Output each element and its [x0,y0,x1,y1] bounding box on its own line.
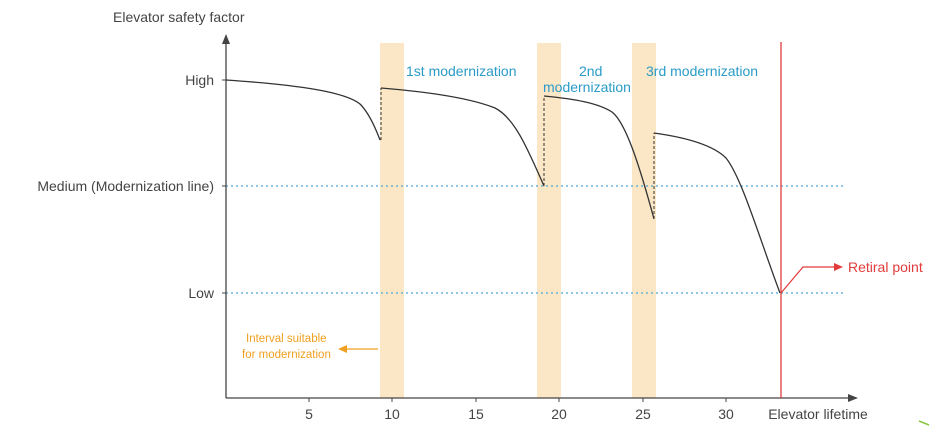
x-tick-label-25: 25 [635,406,651,422]
retiral-pointer [780,266,836,294]
retiral-arrow-icon [834,263,843,271]
high-label: High [185,72,214,88]
modernization-interval-band-3 [632,43,656,398]
interval-note-line2: for modernization [242,349,331,361]
retiral-point-label: Retiral point [848,259,923,275]
third-modernization-label: 3rd modernization [646,63,758,79]
modernization-interval-band-1 [380,43,404,398]
y-axis-arrow-icon [222,34,230,44]
safety-curve-segment-3 [543,95,655,220]
first-modernization-label: 1st modernization [406,63,517,79]
x-axis-arrow-icon [848,394,858,402]
interval-note-line1: Interval suitable [246,333,327,345]
x-axis-label: Elevator lifetime [768,406,868,422]
second-modernization-label-line1: 2nd [579,63,602,79]
x-tick-label-15: 15 [468,406,484,422]
safety-curve-segment-2 [380,87,545,187]
safety-curve-segment-1 [225,79,381,141]
y-axis-label: Elevator safety factor [113,9,245,25]
x-tick-label-30: 30 [718,406,734,422]
medium-label: Medium (Modernization line) [37,178,214,194]
corner-mark [918,420,930,426]
x-ticks [308,398,727,402]
low-label: Low [188,285,215,301]
x-tick-label-10: 10 [384,406,400,422]
x-tick-label-5: 5 [305,406,313,422]
modernization-interval-band-2 [537,43,561,398]
second-modernization-label-line2: modernization [543,79,631,95]
x-tick-label-20: 20 [551,406,567,422]
safety-curve-segment-4 [653,132,781,294]
interval-arrow-icon [338,345,347,353]
